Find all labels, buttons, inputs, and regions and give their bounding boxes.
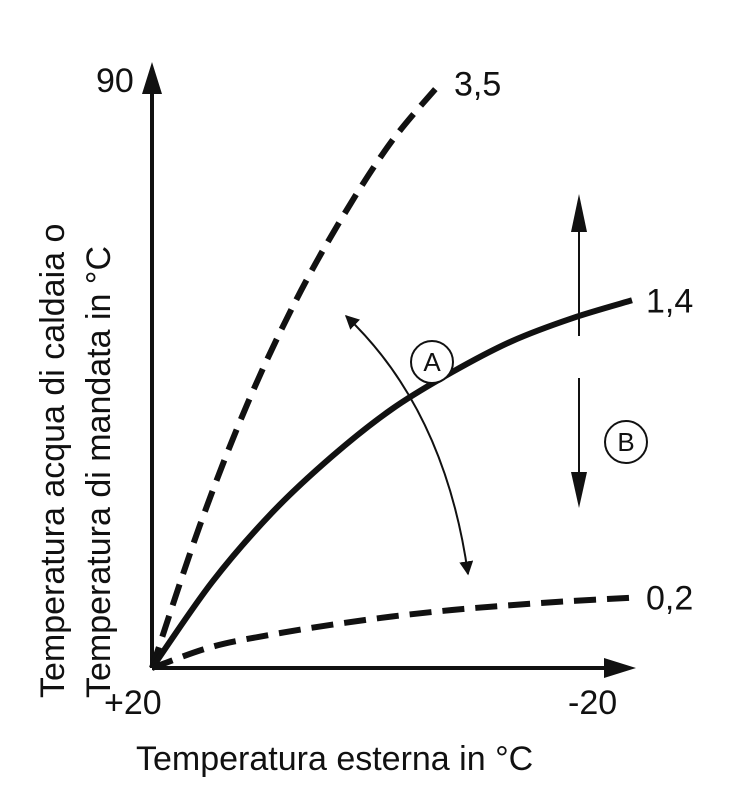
series-label: 3,5 [454, 66, 501, 104]
annotation-a-label: A [423, 347, 441, 377]
x-tick-label: -20 [568, 684, 617, 722]
x-axis-title: Temperatura esterna in °C [136, 740, 533, 778]
axes [142, 62, 636, 678]
annotation-a-circle [410, 340, 454, 384]
annotation-b-arrowhead-up [571, 194, 587, 232]
series-label: 1,4 [646, 282, 693, 320]
series-line-3 [151, 594, 633, 671]
series-label: 0,2 [646, 580, 693, 618]
annotation-b-circle [604, 420, 648, 464]
x-axis-arrowhead [604, 658, 636, 678]
series-labels: 3,5 1,4 0,2 [454, 66, 693, 618]
annotation-b-arrowhead-down [571, 472, 587, 508]
annotation-b: B [571, 194, 648, 508]
annotation-a: A [344, 315, 474, 576]
annotation-b-label: B [617, 427, 634, 457]
series-line-1 [149, 81, 443, 669]
y-axis-title-line-2: Temperatura di mandata in °C [80, 246, 118, 698]
y-tick-label: 90 [96, 62, 134, 100]
x-tick-label: +20 [104, 684, 162, 722]
y-axis-title-line-1: Temperatura acqua di caldaia o [34, 224, 72, 698]
annotation-a-arrow [344, 315, 474, 576]
series-line-2 [149, 297, 633, 670]
y-axis-arrowhead [142, 62, 162, 94]
series-layer [149, 81, 633, 671]
